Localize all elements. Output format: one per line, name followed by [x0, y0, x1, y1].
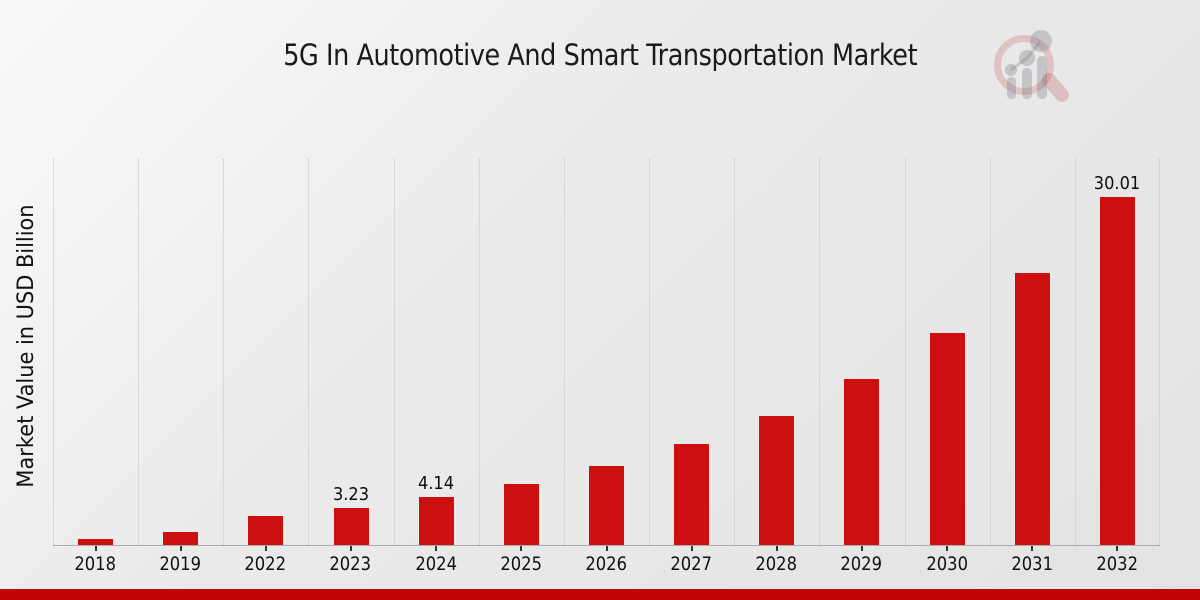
- x-tick-label-text: 2023: [329, 553, 372, 575]
- vertical-gridline: [1075, 159, 1076, 545]
- x-tick-label-2027: 2027: [649, 553, 734, 575]
- bar-2029: [844, 379, 879, 545]
- logo-magnifier-ring: [994, 35, 1054, 95]
- bar-value-label-2024: 4.14: [417, 473, 455, 494]
- x-tick-label-text: 2029: [840, 553, 883, 575]
- bar-2022: [248, 516, 283, 545]
- logo-bar-small: [1007, 77, 1016, 99]
- x-axis-tick: [606, 546, 608, 551]
- x-tick-label-text: 2022: [244, 553, 287, 575]
- logo-dot-medium: [1019, 50, 1035, 66]
- x-tick-label-text: 2032: [1096, 553, 1139, 575]
- logo-magnifier-handle: [1042, 73, 1069, 102]
- vertical-gridline: [138, 159, 139, 545]
- x-tick-label-2028: 2028: [734, 553, 819, 575]
- x-tick-label-2031: 2031: [990, 553, 1075, 575]
- bar-2025: [504, 484, 539, 545]
- x-axis-tick: [776, 546, 778, 551]
- bar-2018: [78, 539, 113, 545]
- vertical-gridline: [734, 159, 735, 545]
- vertical-gridline: [905, 159, 906, 545]
- logo-bar-medium: [1022, 68, 1032, 99]
- vertical-gridline: [394, 159, 395, 545]
- x-tick-label-text: 2030: [926, 553, 969, 575]
- vertical-gridline: [308, 159, 309, 545]
- x-tick-label-2032: 2032: [1075, 553, 1160, 575]
- x-axis-tick: [350, 546, 352, 551]
- x-tick-label-2025: 2025: [479, 553, 564, 575]
- x-axis-tick: [520, 546, 522, 551]
- x-tick-label-text: 2031: [1011, 553, 1054, 575]
- x-tick-label-2024: 2024: [394, 553, 479, 575]
- x-axis-tick: [1031, 546, 1033, 551]
- plot-area: 2018 2019 2022 3.23 2023 4.14 2024 2025 2026 2027…: [53, 159, 1160, 575]
- magnifier-bar-chart-logo-icon: [994, 30, 1069, 102]
- bar-2026: [589, 466, 624, 545]
- x-axis-tick: [180, 546, 182, 551]
- x-axis-tick: [946, 546, 948, 551]
- bar-2031: [1015, 273, 1050, 545]
- vertical-gridline: [649, 159, 650, 545]
- x-tick-label-text: 2028: [755, 553, 798, 575]
- bar-2024: [419, 497, 454, 545]
- page-title-text: 5G In Automotive And Smart Transportatio…: [283, 38, 917, 72]
- x-tick-label-2019: 2019: [138, 553, 223, 575]
- bar-2030: [930, 333, 965, 545]
- vertical-gridline: [1159, 159, 1160, 545]
- logo-bar-tall: [1037, 56, 1047, 99]
- x-axis-tick: [691, 546, 693, 551]
- vertical-gridline: [53, 159, 54, 545]
- bar-2023: [334, 508, 369, 545]
- bar-2028: [759, 416, 794, 545]
- x-tick-label-2029: 2029: [819, 553, 904, 575]
- bar-value-label-2032: 30.01: [1093, 173, 1141, 194]
- bar-2032: [1100, 197, 1135, 545]
- vertical-gridline: [990, 159, 991, 545]
- x-tick-label-text: 2025: [500, 553, 543, 575]
- x-tick-label-text: 2027: [670, 553, 713, 575]
- vertical-gridline: [564, 159, 565, 545]
- y-axis-label: Market Value in USD Billion: [14, 204, 39, 488]
- logo-connector-line: [1010, 56, 1028, 72]
- vertical-gridline: [479, 159, 480, 545]
- logo-connector-line: [1025, 41, 1042, 59]
- x-tick-label-text: 2019: [159, 553, 202, 575]
- vertical-gridline: [223, 159, 224, 545]
- x-tick-label-2018: 2018: [53, 553, 138, 575]
- x-axis-tick: [1116, 546, 1118, 551]
- bar-2019: [163, 532, 198, 545]
- x-tick-label-2022: 2022: [223, 553, 308, 575]
- x-tick-label-text: 2024: [415, 553, 458, 575]
- x-tick-label-text: 2018: [74, 553, 117, 575]
- x-axis-tick: [95, 546, 97, 551]
- x-axis-tick: [861, 546, 863, 551]
- x-tick-label-2023: 2023: [308, 553, 393, 575]
- x-tick-label-text: 2026: [585, 553, 628, 575]
- bar-value-label-2023: 3.23: [332, 484, 370, 505]
- x-axis-tick: [435, 546, 437, 551]
- page-title: 5G In Automotive And Smart Transportatio…: [0, 38, 1200, 72]
- vertical-gridline: [819, 159, 820, 545]
- logo-dot-small: [1005, 64, 1017, 76]
- x-tick-label-2026: 2026: [564, 553, 649, 575]
- bar-2027: [674, 444, 709, 545]
- logo-dot-large: [1030, 30, 1052, 52]
- footer-accent-band: [0, 589, 1200, 600]
- x-tick-label-2030: 2030: [905, 553, 990, 575]
- x-axis-tick: [265, 546, 267, 551]
